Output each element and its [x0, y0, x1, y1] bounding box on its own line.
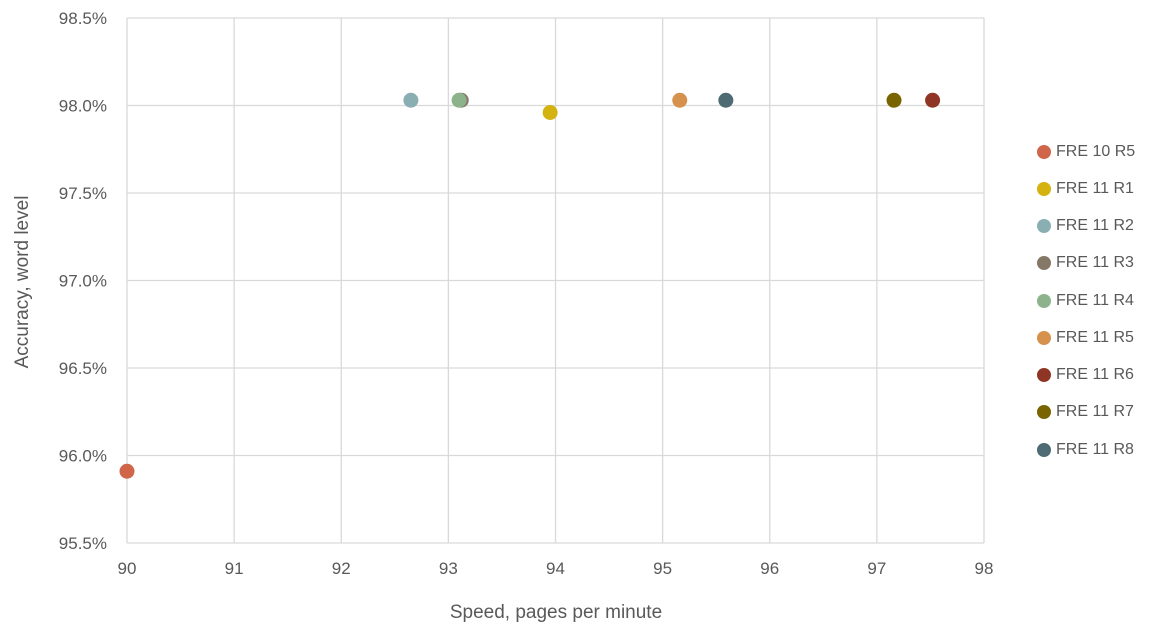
legend-item: FRE 11 R7	[1037, 394, 1162, 431]
x-axis-ticks: 90 91 92 93 94 95 96 97 98	[118, 559, 994, 578]
data-point	[925, 92, 941, 108]
legend-marker-icon	[1037, 330, 1051, 345]
legend-item: FRE 11 R3	[1037, 245, 1162, 282]
legend-label: FRE 11 R4	[1056, 291, 1134, 309]
x-axis-title: Speed, pages per minute	[450, 602, 662, 623]
data-point	[542, 105, 558, 120]
legend-marker-icon	[1037, 368, 1051, 383]
legend-marker-icon	[1037, 219, 1051, 234]
legend-item: FRE 11 R8	[1037, 431, 1162, 468]
x-tick-label: 95	[653, 559, 672, 578]
y-axis-title: Accuracy, word level	[12, 196, 33, 369]
y-tick-label: 98.5%	[59, 9, 107, 28]
data-point	[451, 92, 467, 108]
y-tick-label: 95.5%	[59, 534, 107, 553]
x-tick-label: 90	[118, 559, 137, 578]
legend-item: FRE 11 R1	[1037, 170, 1162, 207]
legend-item: FRE 11 R4	[1037, 282, 1162, 319]
x-tick-label: 97	[867, 559, 886, 578]
x-tick-label: 91	[225, 559, 244, 578]
legend: FRE 10 R5 FRE 11 R1 FRE 11 R2 FRE 11 R3 FRE …	[1037, 133, 1162, 468]
legend-label: FRE 11 R6	[1056, 366, 1134, 384]
y-tick-label: 97.0%	[59, 272, 107, 291]
legend-marker-icon	[1037, 405, 1051, 420]
legend-label: FRE 11 R7	[1056, 403, 1134, 421]
legend-item: FRE 11 R2	[1037, 208, 1162, 245]
x-tick-label: 94	[546, 559, 565, 578]
data-point	[672, 92, 688, 108]
legend-label: FRE 11 R5	[1056, 328, 1134, 346]
legend-marker-icon	[1037, 256, 1051, 271]
y-tick-label: 98.0%	[59, 97, 107, 116]
x-tick-label: 93	[439, 559, 458, 578]
gridlines	[126, 17, 985, 544]
data-point	[119, 463, 135, 479]
x-tick-label: 98	[975, 559, 994, 578]
data-point	[718, 92, 734, 108]
y-tick-label: 97.5%	[59, 184, 107, 203]
y-tick-label: 96.5%	[59, 359, 107, 378]
y-axis-ticks: 95.5% 96.0% 96.5% 97.0% 97.5% 98.0% 98.5%	[59, 9, 107, 553]
legend-marker-icon	[1037, 144, 1051, 159]
y-tick-label: 96.0%	[59, 447, 107, 466]
legend-item: FRE 11 R5	[1037, 319, 1162, 356]
legend-label: FRE 11 R1	[1056, 179, 1134, 197]
legend-item: FRE 11 R6	[1037, 357, 1162, 394]
data-point	[886, 92, 902, 108]
data-points	[119, 92, 941, 479]
legend-label: FRE 11 R3	[1056, 254, 1134, 272]
x-tick-label: 96	[760, 559, 779, 578]
legend-label: FRE 11 R2	[1056, 217, 1134, 235]
legend-marker-icon	[1037, 181, 1051, 196]
legend-item: FRE 10 R5	[1037, 133, 1162, 170]
data-point	[403, 92, 419, 108]
legend-label: FRE 10 R5	[1056, 142, 1136, 160]
legend-label: FRE 11 R8	[1056, 440, 1134, 458]
legend-marker-icon	[1037, 442, 1051, 457]
x-tick-label: 92	[332, 559, 351, 578]
legend-marker-icon	[1037, 293, 1051, 308]
